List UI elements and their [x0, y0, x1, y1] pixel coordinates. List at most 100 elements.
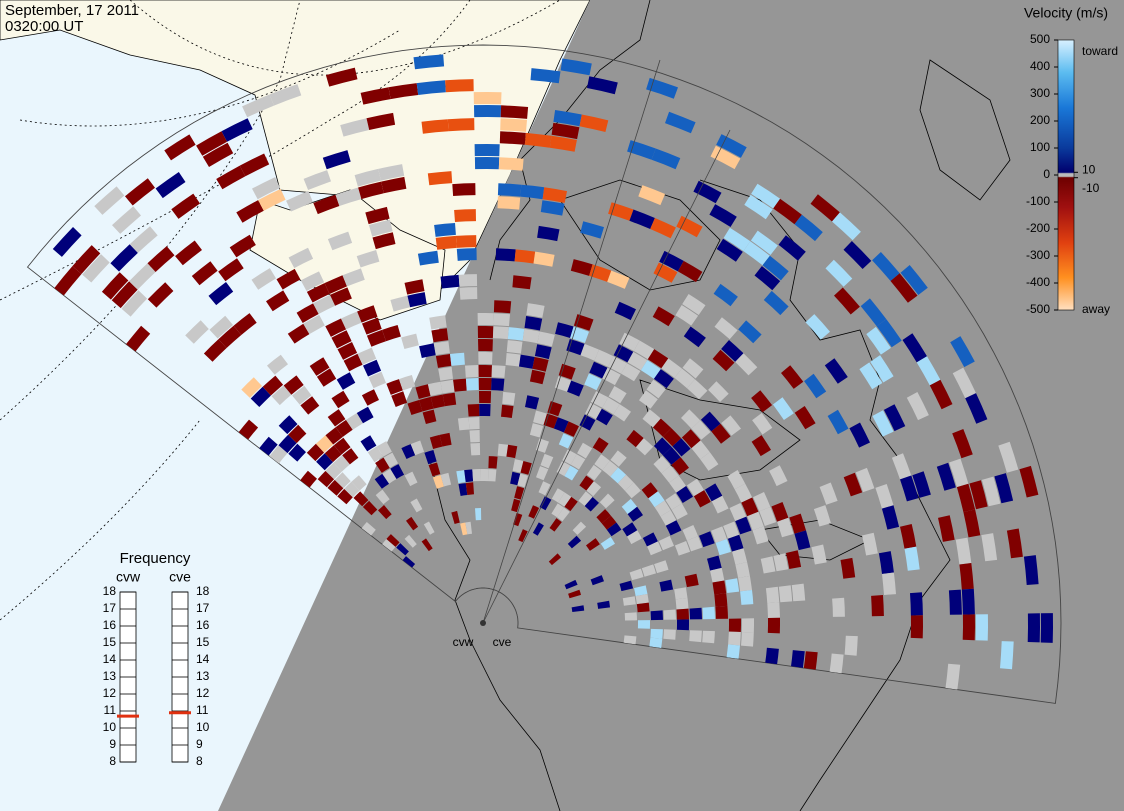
- frequency-tick-label: 11: [196, 703, 209, 717]
- radar-cell: [751, 390, 773, 413]
- radar-cell: [474, 105, 502, 118]
- radar-cell: [421, 119, 449, 134]
- radar-cell: [507, 327, 525, 341]
- frequency-tick-label: 11: [104, 703, 117, 717]
- radar-cell: [777, 517, 794, 538]
- radar-cell: [558, 433, 574, 449]
- radar-cell: [705, 483, 723, 502]
- radar-cell: [407, 292, 427, 308]
- radar-cell: [419, 396, 434, 412]
- site-label: cvw: [453, 635, 474, 649]
- radar-cell: [723, 521, 740, 539]
- radar-cell: [810, 194, 840, 222]
- radar-cell: [751, 183, 781, 209]
- radar-cell: [627, 140, 656, 160]
- radar-cell: [654, 500, 671, 517]
- radar-cell: [723, 227, 751, 252]
- radar-cell: [450, 352, 465, 366]
- radar-cell: [368, 371, 386, 389]
- radar-cell: [325, 427, 343, 445]
- radar-cell: [1019, 465, 1039, 498]
- radar-cell: [585, 402, 602, 420]
- radar-cell: [725, 578, 740, 593]
- radar-cell: [682, 358, 704, 379]
- radar-cell: [506, 340, 523, 354]
- radar-cell: [740, 590, 754, 605]
- radar-cell: [969, 480, 988, 510]
- radar-cell: [578, 491, 593, 506]
- radar-cell: [557, 507, 570, 522]
- radar-cell: [440, 379, 455, 394]
- radar-cell: [474, 144, 500, 157]
- radar-cell: [949, 458, 969, 488]
- radar-cell: [529, 423, 544, 438]
- radar-cell: [862, 532, 878, 556]
- radar-cell: [399, 375, 416, 391]
- colorbar-title: Velocity (m/s): [1024, 5, 1108, 21]
- radar-cell: [346, 413, 363, 430]
- radar-cell: [431, 328, 449, 343]
- radar-cell: [101, 272, 129, 300]
- colorbar-tick-label: -400: [1026, 275, 1050, 289]
- radar-cell: [325, 318, 347, 337]
- radar-cell: [805, 314, 830, 340]
- radar-cell: [465, 378, 479, 391]
- radar-cell: [360, 435, 377, 452]
- radar-cell: [501, 404, 514, 418]
- radar-cell: [269, 84, 302, 106]
- radar-cell: [511, 498, 521, 513]
- radar-cell: [994, 473, 1014, 504]
- radar-cell: [366, 112, 396, 130]
- frequency-tick-label: 13: [196, 669, 210, 683]
- radar-cell: [236, 200, 264, 223]
- radar-cell: [769, 465, 788, 487]
- radar-cell: [641, 482, 658, 499]
- radar-cell: [341, 311, 362, 330]
- radar-cell: [300, 470, 317, 488]
- radar-cell: [975, 614, 988, 641]
- radar-cell: [435, 354, 452, 368]
- radar-cell: [665, 111, 696, 134]
- radar-cell: [375, 457, 390, 473]
- radar-cell: [832, 212, 861, 241]
- radar-site: [480, 620, 486, 626]
- radar-cell: [1023, 555, 1039, 585]
- radar-cell: [579, 475, 594, 491]
- radar-cell: [602, 397, 620, 415]
- radar-cell: [786, 550, 802, 569]
- radar-cell: [663, 629, 676, 640]
- radar-cell: [404, 279, 425, 295]
- radar-cell: [647, 349, 669, 369]
- radar-cell: [316, 368, 337, 387]
- radar-cell: [147, 246, 175, 272]
- radar-cell: [754, 266, 781, 291]
- radar-cell: [479, 404, 491, 417]
- radar-cell: [693, 490, 711, 508]
- radar-cell: [543, 413, 558, 429]
- radar-cell: [728, 631, 741, 646]
- radar-cell: [602, 460, 619, 477]
- radar-cell: [763, 290, 789, 316]
- radar-cell: [590, 575, 604, 586]
- radar-cell: [351, 475, 367, 491]
- radar-name: cvw: [116, 569, 141, 585]
- radar-cell: [378, 505, 392, 520]
- radar-cell: [386, 534, 400, 547]
- radar-cell: [549, 135, 577, 152]
- radar-cell: [129, 226, 158, 253]
- radar-cell: [642, 532, 658, 547]
- radar-cell: [938, 515, 955, 542]
- radar-cell: [560, 58, 592, 76]
- radar-cell: [278, 415, 298, 435]
- radar-cell: [579, 114, 609, 132]
- frequency-tick-label: 18: [196, 584, 210, 598]
- radar-cell: [203, 339, 227, 362]
- radar-cell: [619, 332, 640, 351]
- radar-cell: [658, 535, 674, 551]
- radar-cell: [741, 632, 754, 647]
- radar-cell: [691, 440, 710, 460]
- radar-cell: [671, 503, 688, 520]
- radar-cell: [458, 483, 468, 496]
- radar-cell: [636, 602, 650, 613]
- radar-cell: [735, 353, 758, 376]
